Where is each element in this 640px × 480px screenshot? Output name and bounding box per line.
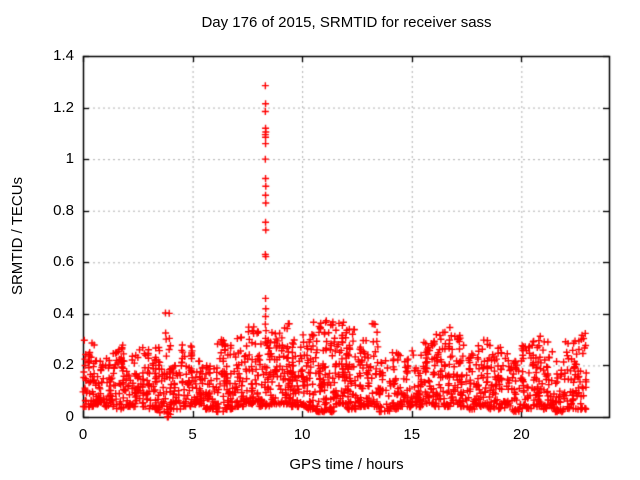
- y-tick-label: 0.4: [53, 304, 74, 322]
- x-tick-label: 10: [293, 426, 311, 443]
- y-tick-label: 0: [65, 408, 74, 425]
- x-tick-label: 20: [512, 426, 530, 443]
- y-tick-label: 0.6: [53, 253, 74, 271]
- y-axis-title: SRMTID / TECUs: [9, 176, 26, 296]
- x-axis-title: GPS time / hours: [289, 456, 404, 473]
- y-tick-label: 1.4: [53, 47, 74, 64]
- x-tick-label: 0: [78, 426, 88, 443]
- y-tick-label: 0.8: [53, 201, 74, 219]
- y-tick-label: 1.2: [53, 98, 74, 116]
- x-tick-label: 15: [403, 426, 421, 443]
- x-tick-label: 5: [188, 426, 197, 443]
- y-tick-label: 1: [65, 150, 74, 168]
- y-tick-label: 0.2: [53, 356, 74, 374]
- chart-title: Day 176 of 2015, SRMTID for receiver sas…: [201, 14, 492, 31]
